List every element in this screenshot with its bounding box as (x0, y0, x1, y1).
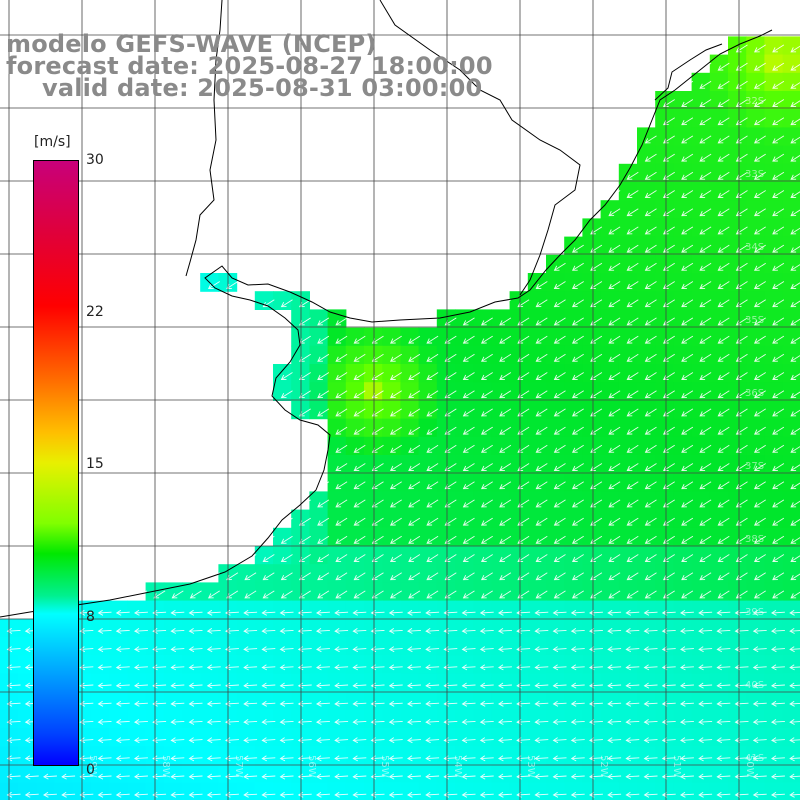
lon-label: 55W (379, 755, 390, 778)
lon-label: 51W (671, 755, 682, 778)
grid-labels: 32S 33S 34S 35S 36S 37S 38S 39S 40S 41S 59W 58W 57W 5… (87, 96, 764, 778)
colorbar-unit: [m/s] (34, 134, 71, 150)
uruguay-river (185, 0, 223, 277)
lon-label: 57W (233, 755, 244, 778)
lon-label: 53W (525, 755, 536, 778)
lon-label: 52W (598, 755, 609, 778)
lon-label: 50W (744, 755, 755, 778)
lat-label: 34S (745, 242, 764, 253)
lat-label: 40S (745, 680, 764, 691)
colorbar-tick-8: 8 (86, 609, 95, 625)
title-model: modelo GEFS-WAVE (NCEP) (6, 30, 377, 58)
lat-label: 33S (745, 169, 764, 180)
lon-label: 58W (160, 755, 171, 778)
wind-arrows (6, 26, 800, 798)
title-forecast-date: forecast date: 2025-08-27 18:00:00 (6, 52, 493, 80)
lat-label: 35S (745, 315, 764, 326)
lat-label: 39S (745, 607, 764, 618)
lat-label: 37S (745, 461, 764, 472)
coastline-path (0, 29, 773, 618)
coastline (0, 0, 773, 618)
lon-label: 54W (452, 755, 463, 778)
lat-label: 32S (745, 96, 764, 107)
lat-label: 41S (745, 753, 764, 764)
wind-speed-field (0, 36, 800, 800)
lat-label: 38S (745, 534, 764, 545)
colorbar-tick-30: 30 (86, 152, 104, 168)
colorbar-tick-0: 0 (86, 762, 95, 778)
lagoon-outline (654, 43, 723, 101)
lat-label: 36S (745, 388, 764, 399)
lon-label: 56W (306, 755, 317, 778)
border-line (379, 0, 581, 296)
lon-label: 59W (87, 755, 98, 778)
title-valid-date: valid date: 2025-08-31 03:00:00 (42, 74, 483, 102)
colorbar-tick-22: 22 (86, 304, 104, 320)
colorbar-tick-15: 15 (86, 456, 104, 472)
colorbar-gradient (33, 160, 79, 766)
